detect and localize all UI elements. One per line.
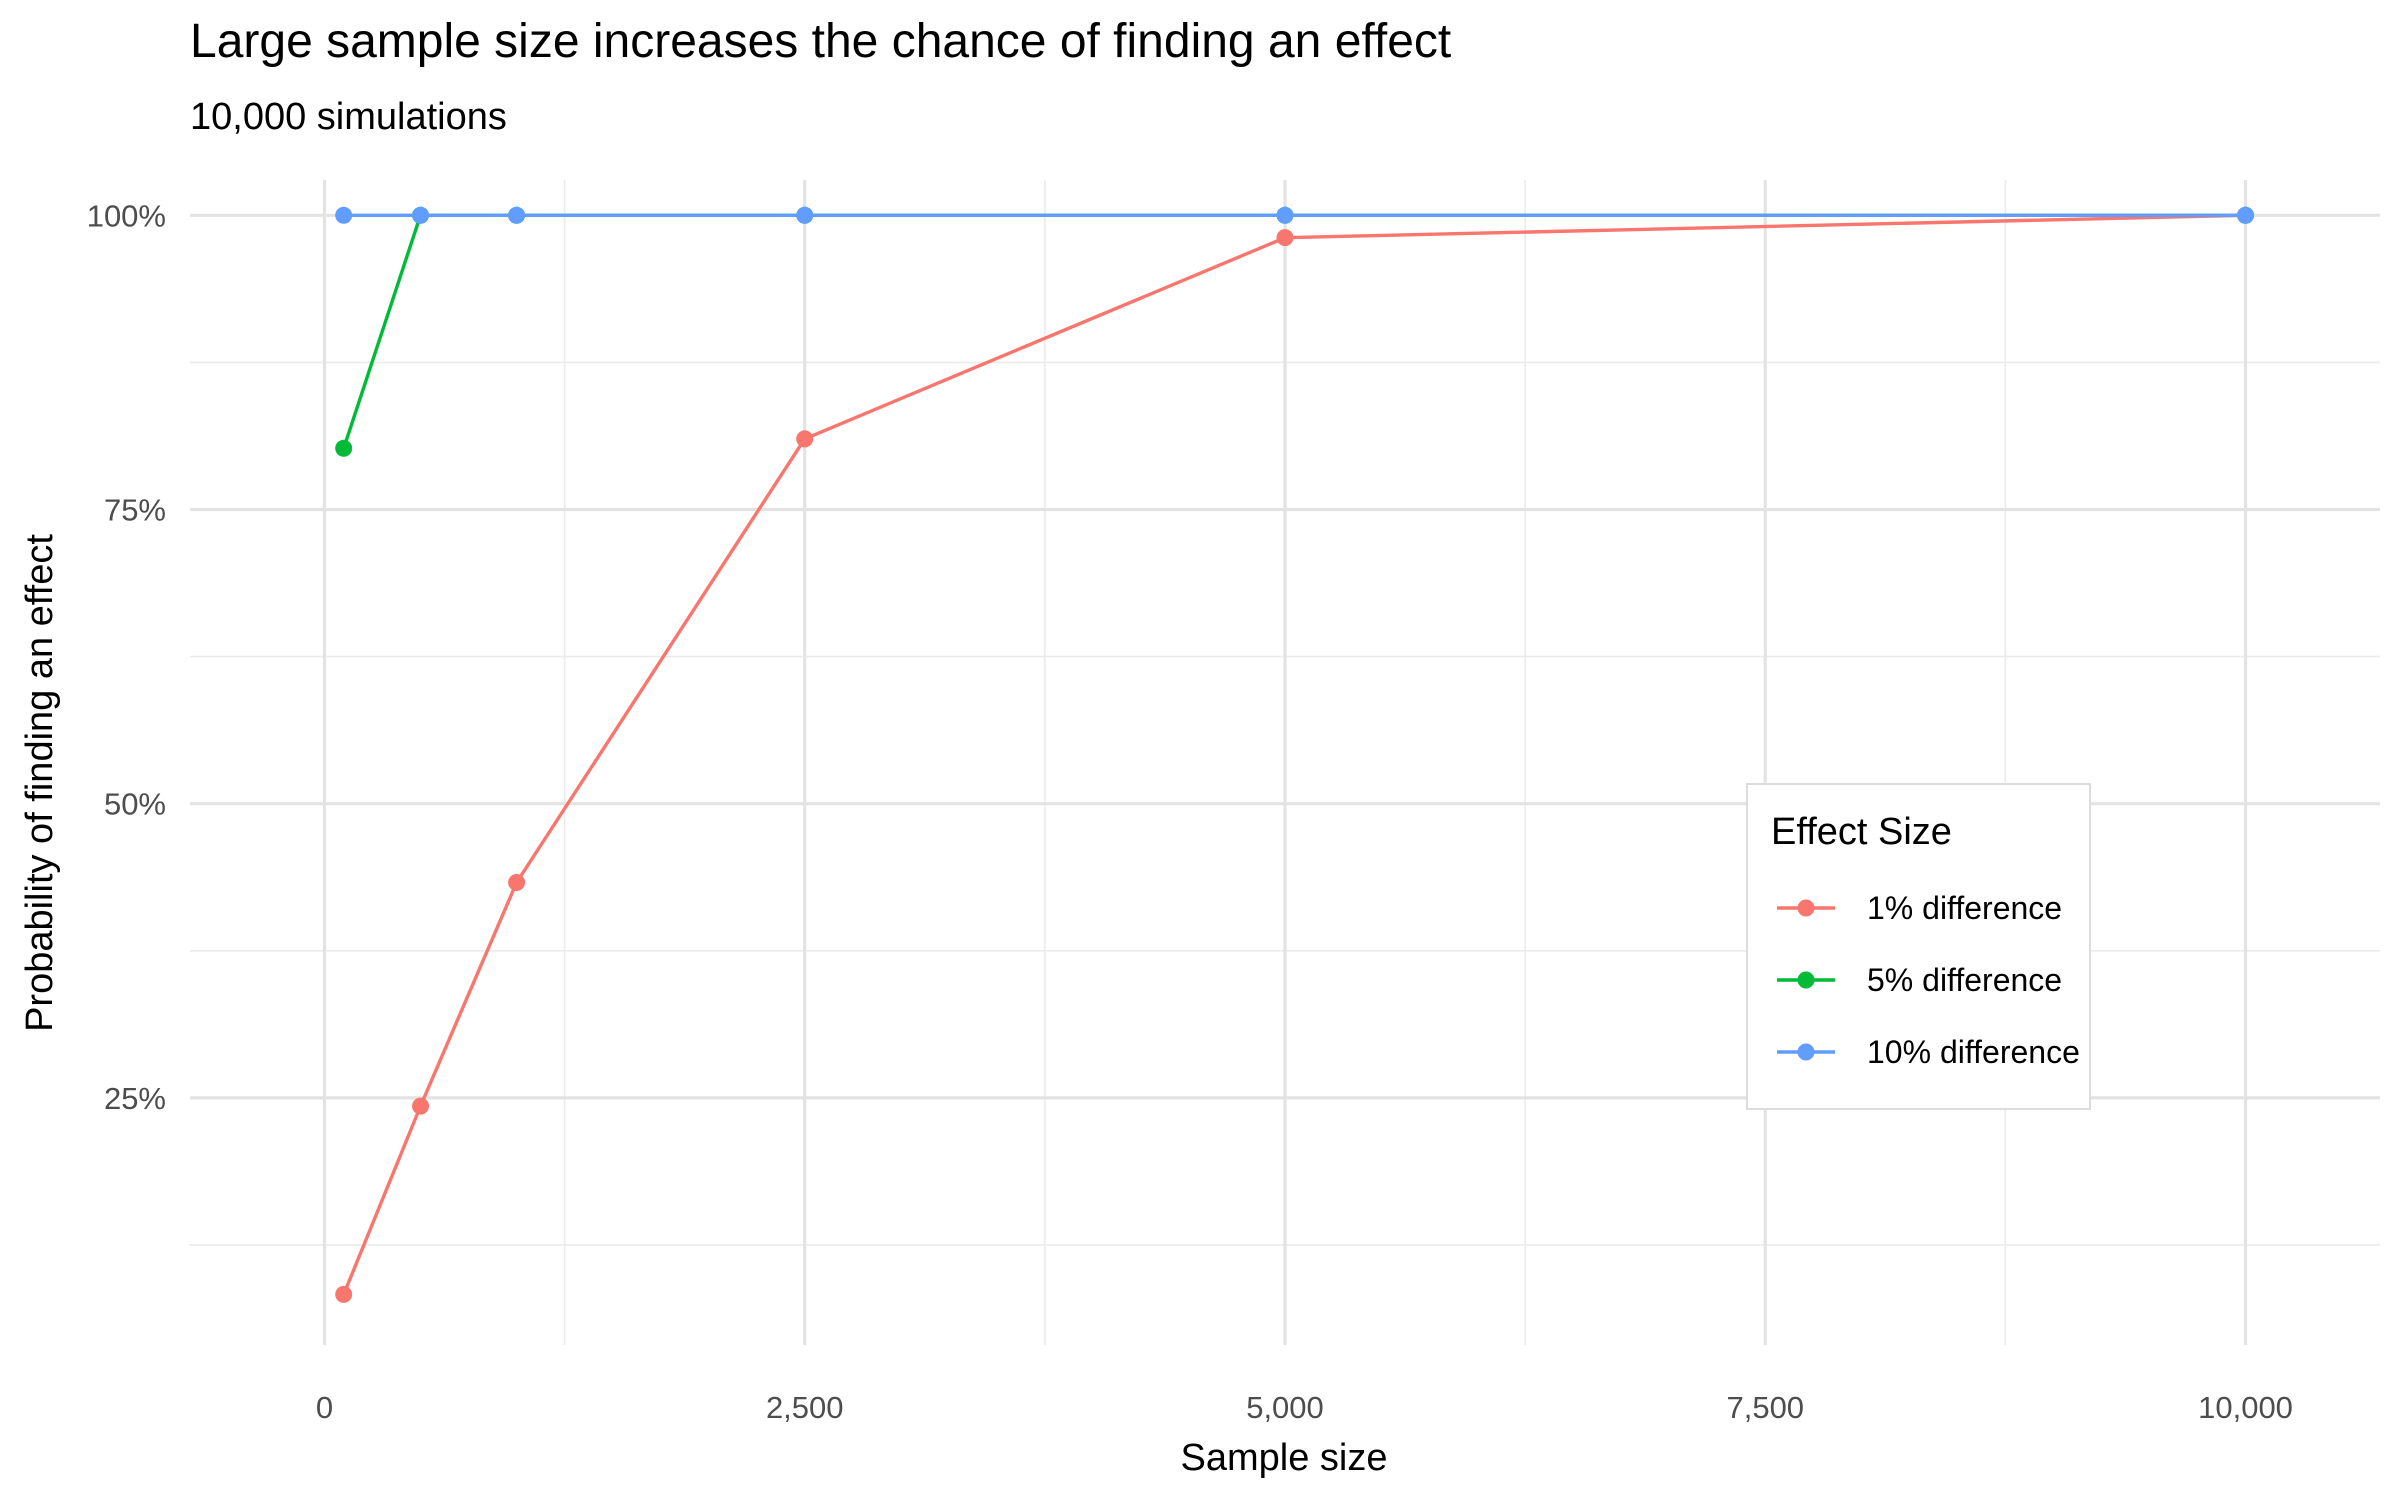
legend-label: 10% difference	[1867, 1034, 2080, 1070]
y-axis-label: Probability of finding an effect	[19, 534, 61, 1032]
data-point	[335, 1285, 353, 1303]
legend-items: 1% difference 5% difference 10% difference	[1777, 890, 2080, 1070]
data-point	[335, 206, 353, 224]
legend-label: 5% difference	[1867, 962, 2062, 998]
x-axis-label: Sample size	[1181, 1437, 1388, 1479]
data-point	[508, 206, 526, 224]
major-gridlines	[190, 180, 2380, 1345]
legend-key-point	[1797, 899, 1815, 917]
x-tick-label: 7,500	[1726, 1390, 1804, 1425]
series-3	[335, 206, 2255, 224]
data-point	[1276, 206, 1294, 224]
data-point	[2237, 206, 2255, 224]
data-point	[412, 206, 430, 224]
legend-key-point	[1797, 1043, 1815, 1061]
legend-label: 1% difference	[1867, 890, 2062, 926]
data-point	[796, 206, 814, 224]
tick-labels: 0 2,500 5,000 7,500 10,000 25% 50% 75% 100%	[87, 198, 2293, 1425]
series-2	[335, 206, 2255, 457]
legend-item: 10% difference	[1777, 1034, 2080, 1070]
series-line	[342, 213, 2246, 1296]
x-tick-label: 0	[316, 1390, 333, 1425]
legend-key-point	[1797, 971, 1815, 989]
y-tick-label: 25%	[104, 1081, 166, 1116]
data-point	[335, 439, 353, 457]
y-tick-label: 50%	[104, 787, 166, 822]
chart-subtitle: 10,000 simulations	[190, 96, 507, 138]
y-tick-label: 100%	[87, 198, 166, 233]
x-tick-label: 5,000	[1246, 1390, 1324, 1425]
data-point	[796, 430, 814, 448]
data-point	[412, 1097, 430, 1115]
data-point	[508, 874, 526, 892]
series-layer	[335, 206, 2255, 1303]
y-tick-label: 75%	[104, 492, 166, 527]
x-tick-label: 10,000	[2198, 1390, 2293, 1425]
legend: Effect Size 1% difference 5% difference 10…	[1746, 783, 2091, 1110]
x-tick-label: 2,500	[766, 1390, 844, 1425]
legend-title: Effect Size	[1771, 811, 1952, 853]
series-line	[342, 213, 2246, 449]
chart-title: Large sample size increases the chance o…	[190, 15, 1451, 68]
legend-item: 5% difference	[1777, 962, 2062, 998]
series-1	[335, 206, 2255, 1303]
legend-item: 1% difference	[1777, 890, 2062, 926]
data-point	[1276, 229, 1294, 247]
